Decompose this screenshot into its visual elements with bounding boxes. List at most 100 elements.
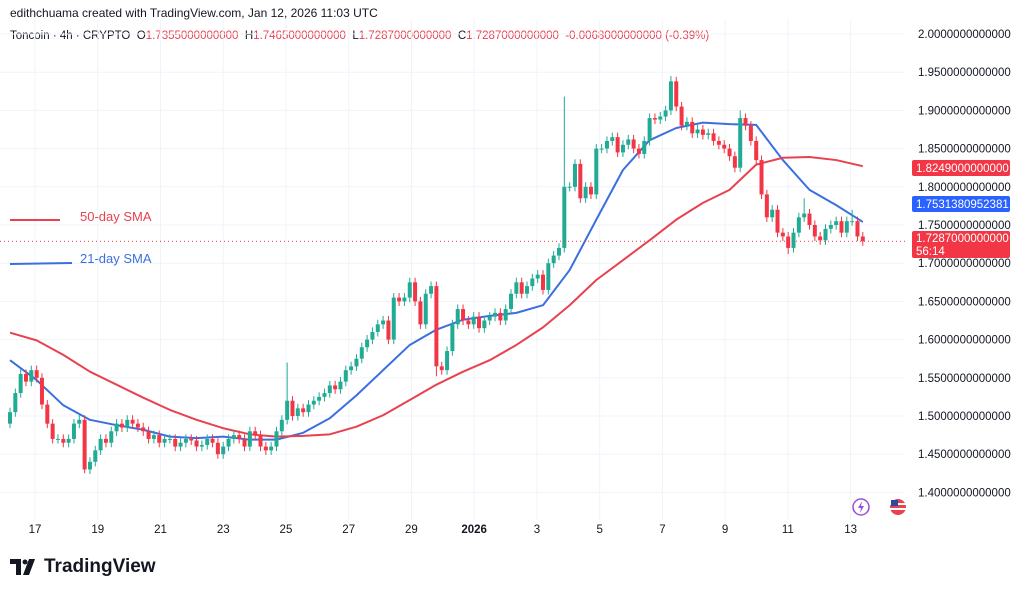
candle-down bbox=[82, 419, 87, 470]
lightning-icon[interactable] bbox=[852, 498, 870, 516]
candle-down bbox=[615, 137, 620, 153]
candle-down bbox=[50, 423, 55, 439]
x-tick-label: 25 bbox=[280, 524, 293, 536]
candle-up bbox=[620, 144, 625, 153]
candle-down bbox=[103, 438, 108, 443]
candle-up bbox=[183, 438, 188, 443]
candle-up bbox=[482, 320, 487, 329]
x-tick-label: 5 bbox=[596, 524, 602, 536]
candle-up bbox=[269, 446, 274, 451]
candle-down bbox=[818, 236, 823, 241]
candle-up bbox=[199, 445, 204, 447]
candle-down bbox=[173, 438, 178, 447]
candle-up bbox=[322, 393, 327, 397]
y-tick-label: 2.0000000000000 bbox=[918, 29, 1011, 41]
candle-up bbox=[125, 419, 130, 428]
candle-up bbox=[370, 331, 375, 340]
candle-down bbox=[711, 133, 716, 141]
candle-up bbox=[647, 118, 652, 141]
symbol-label[interactable]: Toncoin · 4h · CRYPTO bbox=[10, 30, 131, 42]
candle-down bbox=[716, 140, 721, 145]
candle-up bbox=[205, 438, 210, 446]
candle-up bbox=[77, 419, 82, 424]
candle-down bbox=[61, 438, 66, 443]
high-label: H bbox=[244, 30, 254, 42]
candle-up bbox=[770, 209, 775, 218]
candle-up bbox=[8, 412, 12, 424]
candle-down bbox=[290, 400, 295, 416]
candle-down bbox=[759, 160, 764, 195]
x-tick-label: 21 bbox=[154, 524, 167, 536]
candle-up bbox=[375, 324, 380, 332]
candle-down bbox=[860, 236, 865, 242]
high-value: 1.7465000000000 bbox=[253, 30, 346, 42]
candle-up bbox=[658, 116, 663, 120]
candle-up bbox=[487, 316, 492, 321]
candle-up bbox=[71, 423, 76, 439]
sma50-badge: 1.8249000000000 bbox=[916, 163, 1009, 175]
candle-down bbox=[855, 221, 860, 237]
candle-down bbox=[434, 286, 439, 367]
candle-down bbox=[263, 446, 268, 451]
candle-up bbox=[546, 263, 551, 290]
candle-up bbox=[327, 385, 332, 394]
candle-up bbox=[221, 446, 226, 455]
candle-up bbox=[535, 274, 540, 279]
candle-down bbox=[258, 435, 263, 447]
candle-up bbox=[402, 297, 407, 302]
candle-down bbox=[631, 139, 636, 149]
candle-down bbox=[39, 377, 44, 405]
candle-down bbox=[732, 156, 737, 168]
time-axis[interactable]: 17 19 21 23 25 27 29 2026 3 5 7 9 11 13 bbox=[29, 524, 857, 536]
candle-up bbox=[556, 247, 561, 256]
candle-up bbox=[247, 431, 252, 447]
candle-up bbox=[407, 282, 412, 298]
candle-down bbox=[146, 431, 151, 439]
y-tick-label: 1.4500000000000 bbox=[918, 449, 1011, 461]
candle-up bbox=[450, 324, 455, 352]
candle-up bbox=[642, 140, 647, 154]
price-axis[interactable]: 2.0000000000000 1.9500000000000 1.90000000… bbox=[918, 29, 1011, 499]
candle-down bbox=[301, 408, 306, 413]
candle-down bbox=[652, 118, 657, 120]
candle-up bbox=[285, 400, 290, 420]
candle-up bbox=[668, 81, 673, 111]
candle-up bbox=[471, 316, 476, 325]
attribution: edithchuama created with TradingView.com… bbox=[10, 6, 378, 20]
x-tick-label: 9 bbox=[722, 524, 728, 536]
x-tick-label: 2026 bbox=[461, 524, 487, 536]
flag-icon[interactable] bbox=[890, 499, 906, 515]
candle-down bbox=[119, 423, 124, 428]
candle-down bbox=[839, 221, 844, 233]
candle-down bbox=[130, 419, 135, 424]
open-value: 1.7355000000000 bbox=[145, 30, 239, 42]
candle-up bbox=[445, 351, 450, 371]
candle-up bbox=[530, 278, 535, 287]
candle-up bbox=[562, 186, 567, 248]
candle-up bbox=[525, 286, 530, 294]
candle-down bbox=[722, 144, 727, 149]
candle-down bbox=[215, 442, 220, 455]
x-tick-label: 11 bbox=[782, 524, 794, 536]
low-value: 1.7287000000000 bbox=[358, 30, 452, 42]
candle-up bbox=[594, 148, 599, 195]
candle-down bbox=[253, 431, 258, 436]
candle-down bbox=[386, 320, 391, 340]
candle-down bbox=[34, 370, 39, 378]
candle-up bbox=[663, 110, 668, 117]
candle-up bbox=[55, 438, 60, 440]
candle-up bbox=[87, 461, 92, 470]
tradingview-logo[interactable]: TradingView bbox=[10, 556, 156, 578]
candle-up bbox=[493, 312, 498, 317]
candle-down bbox=[397, 297, 402, 302]
legend: 50-day SMA 21-day SMA bbox=[9, 209, 152, 266]
x-tick-label: 7 bbox=[659, 524, 665, 536]
y-tick-label: 1.5500000000000 bbox=[918, 373, 1011, 385]
candle-down bbox=[679, 106, 684, 126]
y-tick-label: 1.6500000000000 bbox=[918, 296, 1011, 308]
candle-up bbox=[109, 431, 114, 443]
candle-up bbox=[695, 129, 700, 134]
candle-up bbox=[599, 148, 604, 150]
